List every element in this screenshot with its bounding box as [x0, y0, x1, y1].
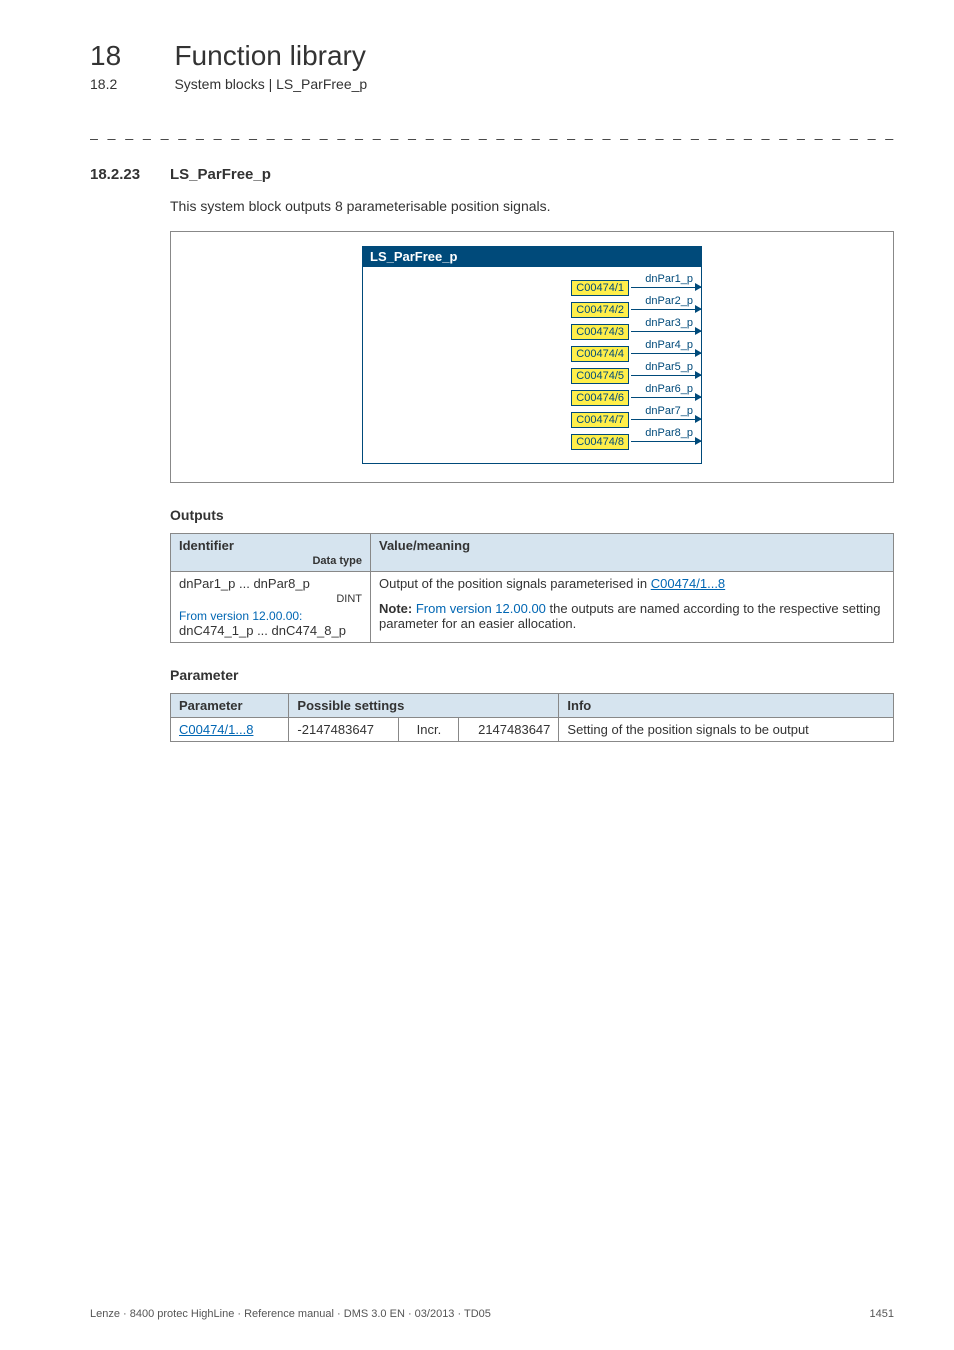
param-cell: C00474/1...8	[171, 717, 289, 741]
block-diagram: LS_ParFree_p C00474/1 dnPar1_p C00474/2 …	[170, 231, 894, 483]
signal-label: dnPar6_p	[645, 383, 693, 395]
arrow-icon	[695, 371, 702, 379]
signal-line: dnPar7_p	[631, 419, 701, 420]
signal-line: dnPar6_p	[631, 397, 701, 398]
code-box: C00474/4	[571, 346, 629, 362]
signal-label: dnPar7_p	[645, 405, 693, 417]
identifier-line2: dnC474_1_p ... dnC474_8_p	[179, 623, 362, 638]
subsection-number: 18.2	[90, 76, 170, 92]
arrow-icon	[695, 437, 702, 445]
signal-line: dnPar3_p	[631, 331, 701, 332]
param-info: Setting of the position signals to be ou…	[559, 717, 894, 741]
signal-line: dnPar5_p	[631, 375, 701, 376]
identifier-dtype: DINT	[179, 593, 362, 605]
table-row: C00474/1...8 -2147483647 Incr. 214748364…	[171, 717, 894, 741]
code-box: C00474/3	[571, 324, 629, 340]
table-header-row: Parameter Possible settings Info	[171, 693, 894, 717]
identifier-cell: dnPar1_p ... dnPar8_p DINT From version …	[171, 571, 371, 642]
page-header: 18 Function library 18.2 System blocks |…	[90, 40, 894, 94]
value-link[interactable]: C00474/1...8	[651, 576, 725, 591]
signal-label: dnPar8_p	[645, 427, 693, 439]
signal-line: dnPar2_p	[631, 309, 701, 310]
identifier-line1: dnPar1_p ... dnPar8_p	[179, 576, 310, 591]
signal-label: dnPar5_p	[645, 361, 693, 373]
outputs-table: Identifier Data type Value/meaning dnPar…	[170, 533, 894, 643]
chapter-title: Function library	[174, 40, 365, 72]
signal-label: dnPar2_p	[645, 295, 693, 307]
signal-line: dnPar4_p	[631, 353, 701, 354]
value-text-pre: Output of the position signals parameter…	[379, 576, 651, 591]
footer-left: Lenze · 8400 protec HighLine · Reference…	[90, 1308, 491, 1320]
diagram-title-bar: LS_ParFree_p	[362, 246, 702, 267]
subsection-title: System blocks | LS_ParFree_p	[174, 76, 367, 92]
section-title: LS_ParFree_p	[170, 166, 271, 183]
page-footer: Lenze · 8400 protec HighLine · Reference…	[90, 1308, 894, 1320]
code-box: C00474/7	[571, 412, 629, 428]
param-incr: Incr.	[399, 717, 459, 741]
arrow-icon	[695, 283, 702, 291]
value-cell: Output of the position signals parameter…	[371, 571, 894, 642]
parameter-heading: Parameter	[170, 667, 894, 683]
arrow-icon	[695, 305, 702, 313]
arrow-icon	[695, 327, 702, 335]
signal-label: dnPar3_p	[645, 317, 693, 329]
diagram-body: C00474/1 dnPar1_p C00474/2 dnPar2_p C004…	[362, 267, 702, 464]
col-value: Value/meaning	[371, 533, 894, 571]
arrow-icon	[695, 393, 702, 401]
col-identifier: Identifier Data type	[171, 533, 371, 571]
code-box: C00474/5	[571, 368, 629, 384]
section-intro: This system block outputs 8 parameterisa…	[170, 197, 894, 217]
col-datatype-label: Data type	[179, 555, 362, 567]
code-box: C00474/8	[571, 434, 629, 450]
identifier-from-version: From version 12.00.00:	[179, 609, 362, 623]
outputs-heading: Outputs	[170, 507, 894, 523]
col-identifier-label: Identifier	[179, 538, 234, 553]
param-link[interactable]: C00474/1...8	[179, 722, 253, 737]
separator-line: _ _ _ _ _ _ _ _ _ _ _ _ _ _ _ _ _ _ _ _ …	[90, 124, 894, 140]
signal-row: C00474/8 dnPar8_p	[363, 431, 701, 453]
code-box: C00474/2	[571, 302, 629, 318]
param-max: 2147483647	[459, 717, 559, 741]
parameter-table: Parameter Possible settings Info C00474/…	[170, 693, 894, 742]
signal-line: dnPar1_p	[631, 287, 701, 288]
param-min: -2147483647	[289, 717, 399, 741]
signal-label: dnPar1_p	[645, 273, 693, 285]
arrow-icon	[695, 415, 702, 423]
code-box: C00474/6	[571, 390, 629, 406]
arrow-icon	[695, 349, 702, 357]
note-label: Note:	[379, 601, 416, 616]
table-row: dnPar1_p ... dnPar8_p DINT From version …	[171, 571, 894, 642]
section-heading: 18.2.23 LS_ParFree_p	[90, 166, 894, 183]
col-possible-settings: Possible settings	[289, 693, 559, 717]
col-parameter: Parameter	[171, 693, 289, 717]
table-header-row: Identifier Data type Value/meaning	[171, 533, 894, 571]
chapter-number: 18	[90, 40, 170, 72]
footer-page-number: 1451	[870, 1308, 894, 1320]
section-number: 18.2.23	[90, 166, 170, 183]
code-box: C00474/1	[571, 280, 629, 296]
signal-label: dnPar4_p	[645, 339, 693, 351]
signal-line: dnPar8_p	[631, 441, 701, 442]
note-version: From version 12.00.00	[416, 601, 546, 616]
col-info: Info	[559, 693, 894, 717]
